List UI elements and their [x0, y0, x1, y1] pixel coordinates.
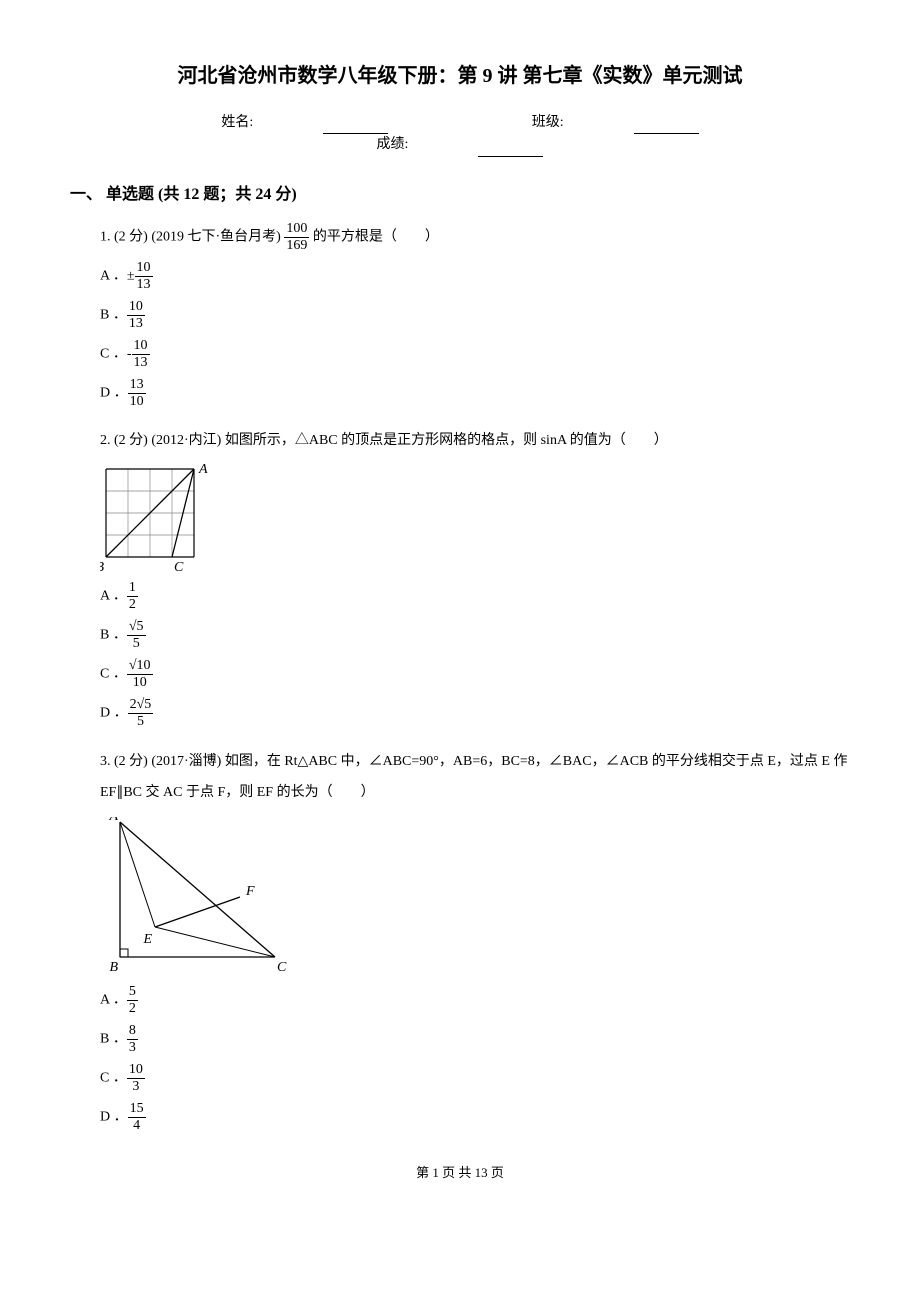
svg-text:E: E — [142, 932, 152, 947]
svg-text:A: A — [108, 817, 118, 824]
q1-option-d: D ．1310 — [100, 378, 850, 409]
name-field: 姓名: — [186, 112, 423, 134]
q3-option-d: D ．154 — [100, 1102, 850, 1133]
class-field: 班级: — [497, 112, 734, 134]
q1-option-a: A ．±1013 — [100, 261, 850, 292]
svg-text:C: C — [277, 960, 287, 975]
triangle-figure: A B C E F — [100, 817, 290, 977]
score-field: 成绩: — [342, 134, 579, 156]
svg-text:B: B — [100, 560, 104, 573]
page-footer: 第 1 页 共 13 页 — [70, 1163, 850, 1184]
q2-option-c: C ．√1010 — [100, 659, 850, 690]
q2-option-b: B ．√55 — [100, 620, 850, 651]
question-3: 3. (2 分) (2017·淄博) 如图，在 Rt△ABC 中，∠ABC=90… — [70, 747, 850, 1133]
question-1-text: 1. (2 分) (2019 七下·鱼台月考) 100169 的平方根是（ ） — [100, 222, 850, 253]
grid-figure: A B C — [100, 463, 210, 573]
q2-option-a: A ．12 — [100, 581, 850, 612]
question-2: 2. (2 分) (2012·内江) 如图所示，△ABC 的顶点是正方形网格的格… — [70, 427, 850, 729]
question-3-text: 3. (2 分) (2017·淄博) 如图，在 Rt△ABC 中，∠ABC=90… — [70, 747, 850, 809]
question-2-text: 2. (2 分) (2012·内江) 如图所示，△ABC 的顶点是正方形网格的格… — [100, 427, 850, 455]
question-1: 1. (2 分) (2019 七下·鱼台月考) 100169 的平方根是（ ） … — [70, 222, 850, 409]
q3-option-c: C ．103 — [100, 1063, 850, 1094]
section-title: 一、 单选题 (共 12 题；共 24 分) — [70, 182, 850, 208]
svg-text:A: A — [198, 463, 208, 477]
page-title: 河北省沧州市数学八年级下册：第 9 讲 第七章《实数》单元测试 — [70, 60, 850, 92]
svg-text:F: F — [245, 884, 255, 899]
q1-option-c: C ．-1013 — [100, 339, 850, 370]
q3-option-a: A ．52 — [100, 985, 850, 1016]
q3-option-b: B ．83 — [100, 1024, 850, 1055]
info-line: 姓名: 班级: 成绩: — [70, 112, 850, 157]
svg-text:B: B — [109, 960, 118, 975]
q1-option-b: B ．1013 — [100, 300, 850, 331]
q2-option-d: D ．2√55 — [100, 698, 850, 729]
svg-text:C: C — [174, 560, 184, 573]
